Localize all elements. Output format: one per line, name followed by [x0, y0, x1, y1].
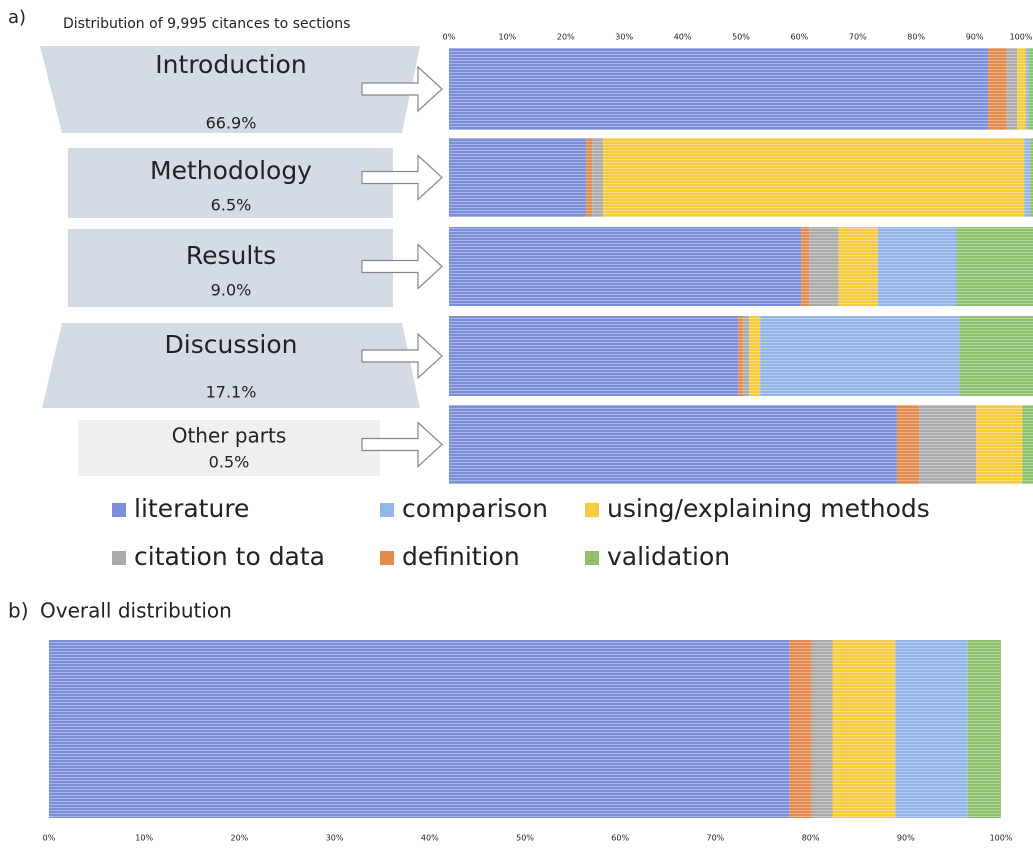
legend-label: using/explaining methods [607, 494, 930, 523]
bar-texture [449, 138, 1033, 217]
x-tick-label: 60% [611, 834, 629, 843]
arrow [361, 332, 443, 380]
section-share: 17.1% [206, 383, 257, 402]
x-tick-label: 10% [135, 834, 153, 843]
section-share: 66.9% [206, 114, 257, 133]
section-shape [42, 323, 420, 408]
x-tick-label: 80% [907, 33, 925, 42]
section-name: Other parts [172, 424, 287, 448]
x-tick-label: 100% [990, 834, 1013, 843]
x-tick-label: 60% [791, 33, 809, 42]
x-tick-label: 50% [516, 834, 534, 843]
section-name: Introduction [155, 50, 306, 79]
section-shape [78, 420, 380, 476]
legend-swatch [112, 503, 126, 517]
section-name: Results [186, 241, 276, 270]
chart-title: Overall distribution [40, 599, 232, 623]
x-tick-label: 30% [615, 33, 633, 42]
x-tick-label: 90% [897, 834, 915, 843]
arrow [361, 65, 443, 113]
x-tick-label: 40% [421, 834, 439, 843]
legend-swatch [585, 551, 599, 565]
legend-label: definition [402, 542, 520, 571]
legend-swatch [112, 551, 126, 565]
x-tick-label: 80% [802, 834, 820, 843]
arrow [361, 154, 443, 201]
x-tick-label: 30% [326, 834, 344, 843]
x-tick-label: 90% [966, 33, 984, 42]
section-share: 0.5% [209, 453, 250, 472]
arrow [361, 421, 443, 468]
section-name: Methodology [150, 156, 312, 185]
section-shape [40, 46, 420, 133]
chart-title: Distribution of 9,995 citances to sectio… [63, 16, 350, 32]
legend-label: comparison [402, 494, 548, 523]
panel-label: a) [8, 7, 26, 28]
x-tick-label: 10% [499, 33, 517, 42]
bar-texture [49, 640, 1001, 818]
x-tick-label: 20% [557, 33, 575, 42]
x-tick-label: 70% [849, 33, 867, 42]
section-share: 6.5% [211, 196, 252, 215]
section-shape [68, 148, 393, 218]
legend-swatch [380, 551, 394, 565]
panel-label: b) [8, 599, 29, 623]
x-tick-label: 70% [707, 834, 725, 843]
section-name: Discussion [165, 330, 298, 359]
bar-texture [449, 48, 1033, 130]
x-tick-label: 100% [1010, 33, 1033, 42]
legend-swatch [585, 503, 599, 517]
legend-swatch [380, 503, 394, 517]
x-tick-label: 20% [231, 834, 249, 843]
legend-label: literature [134, 494, 249, 523]
bar-texture [449, 405, 1033, 484]
legend-label: validation [607, 542, 730, 571]
section-shape [68, 229, 393, 307]
arrow [361, 243, 443, 290]
x-tick-label: 50% [732, 33, 750, 42]
x-tick-label: 0% [43, 834, 56, 843]
section-share: 9.0% [211, 281, 252, 300]
legend-label: citation to data [134, 542, 325, 571]
x-tick-label: 40% [674, 33, 692, 42]
bar-texture [449, 227, 1033, 306]
bar-texture [449, 316, 1033, 396]
x-tick-label: 0% [443, 33, 456, 42]
